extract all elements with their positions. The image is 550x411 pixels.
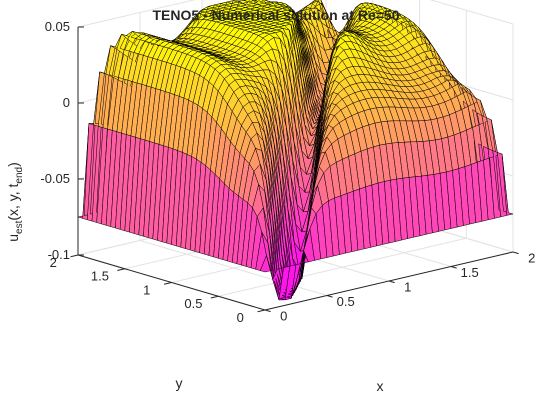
y-tick-mark	[70, 254, 79, 258]
z-tick-label: 0.05	[45, 19, 70, 34]
x-tick-mark	[388, 280, 395, 284]
z-axis-label-mid: (x, y, t	[5, 183, 21, 220]
z-tick-label: 0	[63, 95, 70, 110]
x-tick-mark	[450, 266, 457, 269]
y-tick-label: 0.5	[184, 296, 202, 311]
z-tick-label: -0.1	[48, 247, 70, 262]
x-axis-label: x	[377, 378, 384, 394]
surface-mesh	[77, 0, 514, 301]
x-tick-mark	[326, 295, 333, 298]
y-tick-label: 2	[50, 255, 57, 270]
x-tick-label: 0	[280, 309, 287, 324]
y-tick-mark	[163, 282, 172, 285]
x-tick-label: 1.5	[461, 265, 479, 280]
y-axis-label: y	[176, 375, 183, 391]
surface-patch	[501, 153, 514, 216]
z-axis-label-base: u	[5, 234, 21, 242]
chart-title: TENO5 - Numerical solution at Re=50	[152, 7, 399, 23]
x-tick-label: 2	[528, 251, 535, 266]
grid-line-y-floor	[218, 237, 467, 297]
y-tick-label: 0	[237, 310, 244, 325]
z-tick-label: -0.05	[40, 171, 70, 186]
z-axis-label-tail: )	[5, 162, 21, 167]
x-tick-label: 0.5	[337, 294, 355, 309]
y-tick-label: 1	[143, 282, 150, 297]
grid-line-z-side	[429, 0, 514, 25]
y-tick-mark	[117, 268, 125, 271]
z-axis-label-sub2: end	[14, 167, 25, 184]
y-tick-mark	[257, 309, 266, 313]
x-tick-mark	[512, 251, 519, 255]
z-axis-label-sub: est	[14, 220, 25, 234]
z-axis-label: uest(x, y, tend)	[5, 162, 25, 242]
grid-line-z-back	[77, 0, 196, 28]
y-tick-label: 1.5	[91, 269, 109, 284]
x-tick-mark	[264, 309, 271, 313]
x-tick-label: 1	[404, 280, 411, 295]
y-tick-mark	[210, 295, 219, 299]
